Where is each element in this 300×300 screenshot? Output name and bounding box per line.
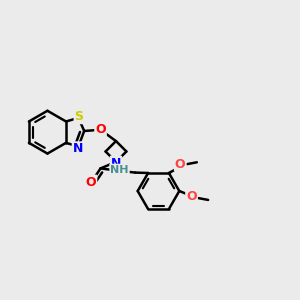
Text: O: O (175, 158, 185, 171)
Text: O: O (186, 190, 197, 203)
Text: NH: NH (110, 165, 129, 175)
Text: S: S (75, 110, 84, 123)
Text: O: O (95, 123, 106, 136)
Text: N: N (73, 142, 83, 155)
Text: N: N (111, 157, 121, 169)
Text: O: O (86, 176, 96, 189)
